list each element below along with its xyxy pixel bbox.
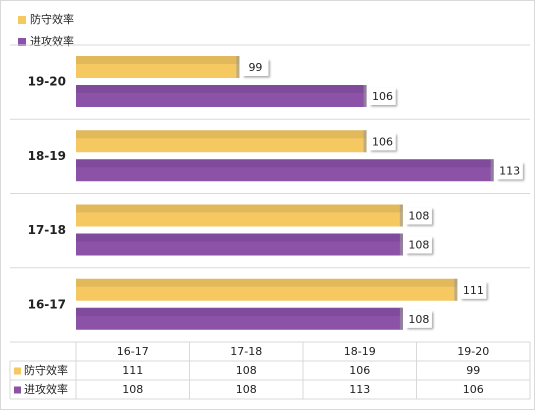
value-label-box xyxy=(405,236,432,254)
bar-edge xyxy=(454,278,458,301)
table-cell: 106 xyxy=(463,383,484,396)
value-label-box xyxy=(405,207,432,225)
value-label-box xyxy=(460,281,487,299)
value-label-box xyxy=(496,162,523,180)
legend-label: 进攻效率 xyxy=(30,34,74,48)
bar xyxy=(76,278,458,301)
table-header: 18-19 xyxy=(344,345,376,358)
legend-swatch xyxy=(18,16,26,24)
table-row-label: 防守效率 xyxy=(24,363,68,377)
legend-label: 防守效率 xyxy=(30,12,74,26)
bar xyxy=(76,159,494,182)
table-cell: 99 xyxy=(466,364,480,377)
table-cell: 108 xyxy=(122,383,143,396)
table-cell: 113 xyxy=(349,383,370,396)
bar-edge xyxy=(399,233,403,256)
table-cell: 111 xyxy=(122,364,143,377)
bar xyxy=(76,233,403,256)
bar-highlight xyxy=(76,56,240,64)
bar xyxy=(76,56,240,78)
table-cell: 108 xyxy=(236,383,257,396)
table-cell: 106 xyxy=(349,364,370,377)
value-label-box xyxy=(242,59,269,76)
value-label: 99 xyxy=(248,61,262,74)
y-tick-label: 17-18 xyxy=(28,223,66,237)
value-label: 106 xyxy=(372,90,393,103)
bar-edge xyxy=(399,204,403,227)
table-row-label: 进攻效率 xyxy=(24,382,68,396)
bar xyxy=(76,85,367,107)
bar-highlight xyxy=(76,85,367,93)
bar-highlight xyxy=(76,233,403,242)
bar-edge xyxy=(363,130,367,153)
table-header: 19-20 xyxy=(457,345,489,358)
table-header: 16-17 xyxy=(117,345,149,358)
table-swatch xyxy=(14,367,21,375)
value-label: 111 xyxy=(463,284,484,297)
bar xyxy=(76,204,403,227)
value-label: 108 xyxy=(408,239,429,252)
bar-edge xyxy=(490,159,494,182)
bar-edge xyxy=(236,56,240,78)
table-swatch xyxy=(14,386,21,394)
table-header: 17-18 xyxy=(230,345,262,358)
bar-edge xyxy=(363,85,367,107)
value-label: 108 xyxy=(408,210,429,223)
bar-highlight xyxy=(76,130,367,139)
legend-swatch xyxy=(18,38,26,46)
bar-highlight xyxy=(76,307,403,316)
value-label: 108 xyxy=(408,313,429,326)
value-label-box xyxy=(369,88,396,105)
y-tick-label: 19-20 xyxy=(28,75,66,89)
bar-highlight xyxy=(76,204,403,213)
value-label: 106 xyxy=(372,135,393,148)
value-label-box xyxy=(405,310,432,328)
bar-edge xyxy=(399,307,403,330)
value-label: 113 xyxy=(499,164,520,177)
value-label-box xyxy=(369,133,396,151)
table-cell: 108 xyxy=(236,364,257,377)
y-tick-label: 18-19 xyxy=(28,149,66,163)
bar xyxy=(76,130,367,153)
bar-highlight xyxy=(76,159,494,168)
bar xyxy=(76,307,403,330)
y-tick-label: 16-17 xyxy=(28,297,66,311)
bar-highlight xyxy=(76,278,458,287)
